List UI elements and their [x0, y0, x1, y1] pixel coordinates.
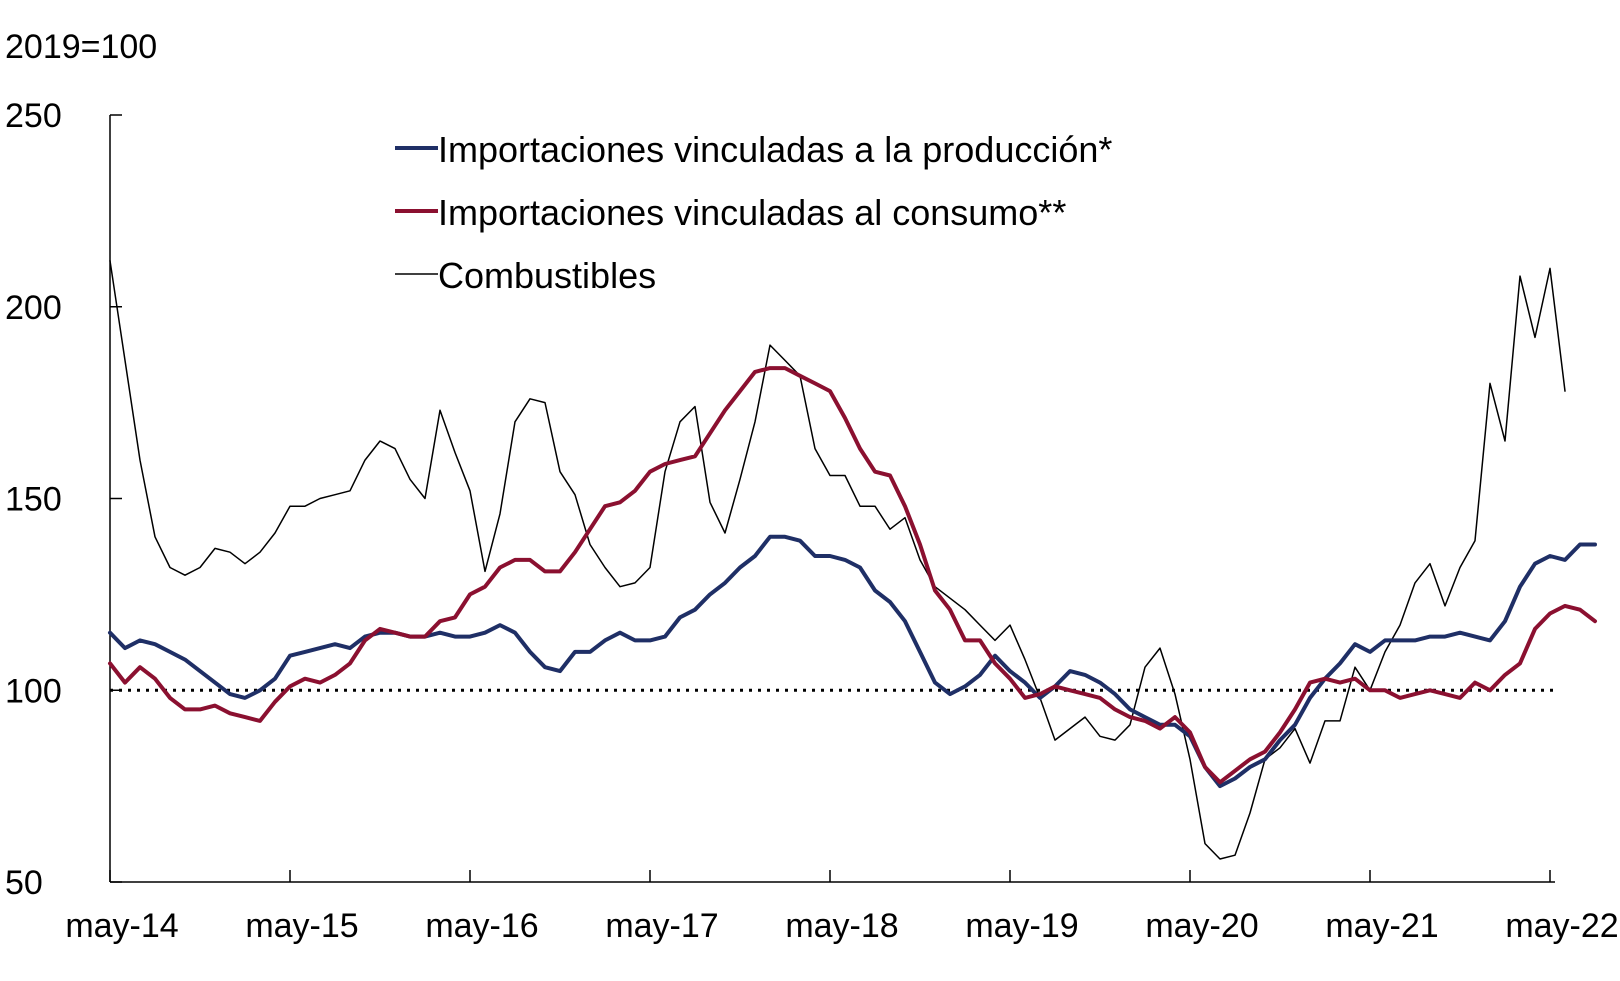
x-tick-label: may-16	[425, 907, 538, 945]
legend: Importaciones vinculadas a la producción…	[395, 129, 1112, 296]
y-tick-label: 250	[5, 97, 62, 135]
legend-label-2: Importaciones vinculadas al consumo**	[438, 192, 1066, 233]
x-tick-label: may-15	[245, 907, 358, 945]
legend-label-3: Combustibles	[438, 255, 656, 296]
x-axis-ticks: may-14 may-15 may-16 may-17 may-18 may-19 may-…	[65, 870, 1619, 945]
y-axis-ticks: 50 100 150 200 250	[5, 97, 122, 902]
y-tick-label: 200	[5, 289, 62, 327]
x-tick-label: may-19	[965, 907, 1078, 945]
y-tick-label: 150	[5, 481, 62, 519]
x-tick-label: may-17	[605, 907, 718, 945]
y-tick-label: 100	[5, 672, 62, 710]
legend-label-1: Importaciones vinculadas a la producción…	[438, 129, 1112, 170]
series-layer	[108, 259, 1597, 860]
series-line-2	[108, 366, 1597, 785]
x-tick-label: may-21	[1325, 907, 1438, 945]
x-tick-label: may-18	[785, 907, 898, 945]
series-line-1	[108, 534, 1597, 789]
y-axis-unit-label: 2019=100	[5, 28, 157, 66]
x-tick-label: may-20	[1145, 907, 1258, 945]
x-tick-label: may-14	[65, 907, 178, 945]
y-tick-label: 50	[5, 864, 43, 902]
x-tick-label: may-22	[1505, 907, 1618, 945]
series-line-3	[109, 259, 1566, 860]
